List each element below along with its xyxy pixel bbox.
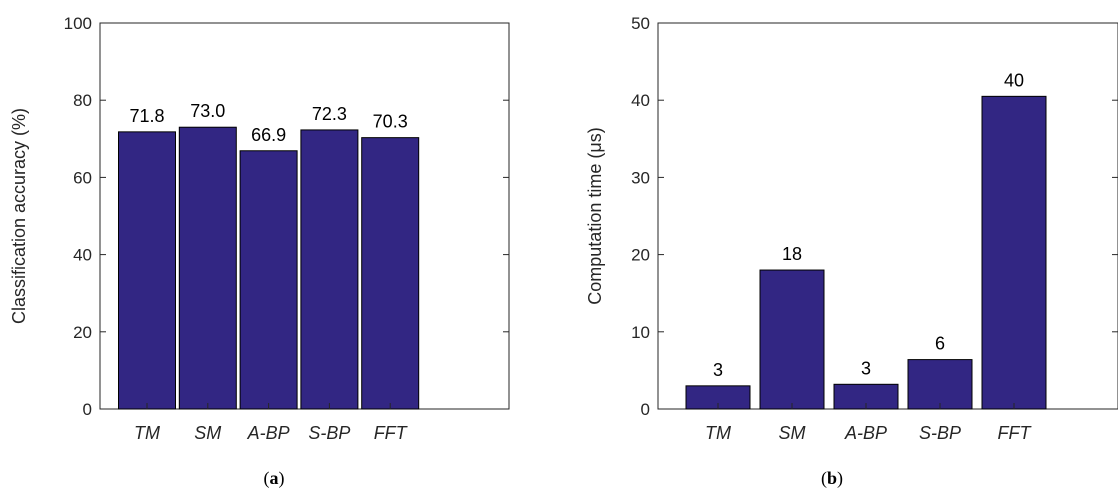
panel-label-open-paren: ( — [821, 468, 827, 489]
bar-a-bp — [239, 150, 298, 410]
panel-label: (a) — [264, 468, 285, 489]
bar-tm — [118, 131, 176, 410]
bar-s-bp — [907, 359, 973, 410]
y-tick-label: 10 — [631, 323, 650, 342]
x-tick-label: SM — [194, 423, 221, 443]
x-tick-label: S-BP — [919, 423, 961, 443]
chart-a: 0 20 40 60 80 100 TM 71.8 SM 73.0 A-BP 66.9 S-BP 72.3… — [9, 14, 510, 489]
panel-label-open-paren: ( — [264, 468, 270, 489]
data-label: 3 — [861, 358, 871, 378]
panel-label: (b) — [821, 468, 843, 489]
data-label: 3 — [713, 360, 723, 380]
data-label: 73.0 — [190, 101, 225, 121]
x-tick-label: A-BP — [844, 423, 887, 443]
x-tick-label: S-BP — [308, 423, 350, 443]
y-tick-label: 0 — [641, 400, 650, 419]
x-tick-label: FFT — [374, 423, 409, 443]
x-tick-label: TM — [705, 423, 731, 443]
y-tick-label: 60 — [73, 168, 92, 187]
data-label: 18 — [782, 244, 802, 264]
x-tick-label: FFT — [998, 423, 1033, 443]
data-label: 66.9 — [251, 125, 286, 145]
bar-sm — [178, 126, 237, 410]
data-label: 72.3 — [312, 104, 347, 124]
y-tick-label: 20 — [631, 246, 650, 265]
plot-area — [657, 22, 1118, 410]
panel-label-close-paren: ) — [279, 468, 285, 489]
panel-label-letter: b — [827, 468, 837, 488]
y-tick-label: 80 — [73, 91, 92, 110]
y-tick-label: 40 — [73, 246, 92, 265]
y-tick-label: 100 — [64, 14, 92, 33]
bar-fft — [361, 137, 420, 410]
y-axis-title: Computation time (μs) — [585, 127, 605, 304]
bar-sm — [759, 269, 825, 410]
panel-label-letter: a — [270, 468, 279, 488]
bar-s-bp — [300, 129, 359, 410]
panel-label-close-paren: ) — [837, 468, 843, 489]
data-label: 40 — [1004, 70, 1024, 90]
y-tick-label: 30 — [631, 168, 650, 187]
y-tick-label: 40 — [631, 91, 650, 110]
y-axis-title: Classification accuracy (%) — [9, 108, 29, 324]
bar-fft — [981, 95, 1047, 410]
y-tick-label: 50 — [631, 14, 650, 33]
y-tick-label: 0 — [83, 400, 92, 419]
data-label: 70.3 — [373, 112, 408, 132]
x-tick-label: TM — [134, 423, 160, 443]
x-tick-label: SM — [779, 423, 806, 443]
chart-b: 0 10 20 30 40 50 TM 3 SM 18 A-BP 3 S-BP 6 FFT 40 Computa… — [585, 14, 1118, 489]
data-label: 6 — [935, 334, 945, 354]
x-tick-label: A-BP — [247, 423, 290, 443]
y-tick-label: 20 — [73, 323, 92, 342]
data-label: 71.8 — [129, 106, 164, 126]
